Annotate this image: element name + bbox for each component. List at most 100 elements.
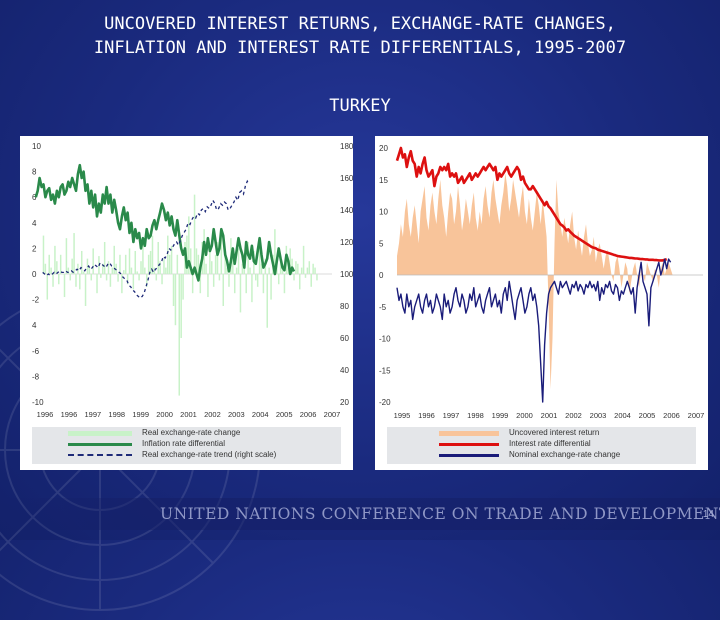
real-exchange-rate-bar xyxy=(224,250,226,274)
real-exchange-rate-bar xyxy=(258,248,261,274)
real-exchange-rate-bar xyxy=(289,248,291,274)
y-left-tick-label: 10 xyxy=(32,142,41,151)
y-right-tick-label: 40 xyxy=(340,366,349,375)
real-exchange-rate-bar xyxy=(270,274,272,300)
y-left-tick-label: 8 xyxy=(32,168,37,177)
real-exchange-rate-bar xyxy=(235,267,238,274)
real-exchange-rate-bar xyxy=(63,274,66,298)
real-exchange-rate-bar xyxy=(134,250,137,274)
real-exchange-rate-bar xyxy=(241,263,244,274)
real-exchange-rate-bar xyxy=(147,254,150,274)
real-exchange-rate-bar xyxy=(174,274,177,326)
x-tick-label: 1996 xyxy=(61,410,78,419)
real-exchange-rate-bar xyxy=(266,274,268,328)
real-exchange-rate-bar xyxy=(69,274,71,281)
real-exchange-rate-bar xyxy=(132,274,135,290)
real-exchange-rate-bar xyxy=(128,248,131,274)
y-left-tick-label: 4 xyxy=(32,321,37,330)
real-exchange-rate-bar xyxy=(228,274,230,287)
real-exchange-rate-bar xyxy=(50,267,52,274)
real-exchange-rate-bar xyxy=(308,261,311,274)
legend-label: Real exchange-rate change xyxy=(142,428,241,437)
real-exchange-rate-bar xyxy=(218,274,221,281)
legend-swatch-nominal xyxy=(439,454,499,457)
y-tick-label: 10 xyxy=(379,208,388,217)
y-right-tick-label: 80 xyxy=(340,302,349,311)
real-exchange-rate-bar xyxy=(42,235,45,274)
slide-subtitle: TURKEY xyxy=(329,96,391,116)
real-exchange-rate-bar xyxy=(58,274,60,285)
real-exchange-rate-bar xyxy=(297,263,299,274)
real-exchange-rate-bar xyxy=(255,274,257,281)
real-exchange-rate-bar xyxy=(140,261,142,274)
slide-title-line-1: UNCOVERED INTEREST RETURNS, EXCHANGE-RAT… xyxy=(104,14,616,34)
legend-label: Inflation rate differential xyxy=(142,439,226,448)
x-tick-label: 1999 xyxy=(132,410,149,419)
real-exchange-rate-bar xyxy=(195,248,198,274)
x-tick-label: 1996 xyxy=(37,410,54,419)
y-right-tick-label: 180 xyxy=(340,142,353,151)
x-tick-label: 2004 xyxy=(252,410,269,419)
real-exchange-rate-bar xyxy=(163,258,165,274)
real-exchange-rate-bar xyxy=(251,274,253,303)
real-exchange-rate-bar xyxy=(155,274,158,281)
x-tick-label: 2007 xyxy=(324,410,341,419)
y-tick-label: 20 xyxy=(379,144,388,153)
x-tick-label: 1997 xyxy=(443,411,460,420)
real-exchange-rate-bar xyxy=(84,274,87,306)
y-tick-label: -5 xyxy=(379,303,387,312)
x-tick-label: 1999 xyxy=(492,411,509,420)
page-number: 14 xyxy=(702,509,714,520)
real-exchange-rate-trend-line xyxy=(42,179,250,299)
real-exchange-rate-bar xyxy=(283,274,286,294)
x-tick-label: 2001 xyxy=(180,410,197,419)
real-exchange-rate-bar xyxy=(314,267,316,274)
real-exchange-rate-bar xyxy=(293,274,295,281)
x-tick-label: 1996 xyxy=(418,411,435,420)
real-exchange-rate-bar xyxy=(144,267,146,274)
real-exchange-rate-bar xyxy=(176,254,179,274)
y-left-tick-label: -6 xyxy=(32,347,40,356)
y-right-tick-label: 160 xyxy=(340,174,353,183)
real-exchange-rate-bar xyxy=(157,242,159,274)
real-exchange-rate-bar xyxy=(79,274,81,290)
real-exchange-rate-bar xyxy=(61,274,64,275)
real-exchange-rate-bar xyxy=(138,274,140,281)
y-right-tick-label: 20 xyxy=(340,398,349,407)
real-exchange-rate-bar xyxy=(310,274,312,287)
x-tick-label: 2007 xyxy=(688,411,705,420)
real-exchange-rate-bar xyxy=(111,267,114,274)
real-exchange-rate-bar xyxy=(92,248,94,274)
y-right-tick-label: 140 xyxy=(340,206,353,215)
real-exchange-rate-bar xyxy=(142,242,144,274)
real-exchange-rate-bar xyxy=(153,267,156,274)
real-exchange-rate-bar xyxy=(199,274,202,294)
y-tick-label: 15 xyxy=(379,176,388,185)
real-exchange-rate-bar xyxy=(73,233,75,274)
real-exchange-rate-bar xyxy=(117,274,119,282)
real-exchange-rate-bar xyxy=(54,245,56,274)
real-exchange-rate-bar xyxy=(256,274,259,287)
real-exchange-rate-bar xyxy=(165,267,167,274)
real-exchange-rate-bar xyxy=(96,274,98,294)
real-exchange-rate-bar xyxy=(245,274,247,294)
legend-label: Nominal exchange-rate change xyxy=(509,450,621,459)
real-exchange-rate-bar xyxy=(277,274,280,285)
real-exchange-rate-bar xyxy=(193,194,196,274)
left-chart-panel: 10 8 6 4 2 0 -2 4 -6 -8 -10 180 160 140 120 100 80 60 40 20… xyxy=(20,136,353,470)
real-exchange-rate-bar xyxy=(56,261,58,274)
real-exchange-rate-bar xyxy=(220,233,223,274)
real-exchange-rate-bar xyxy=(191,274,194,294)
y-left-tick-label: -8 xyxy=(32,372,40,381)
real-exchange-rate-bar xyxy=(299,274,301,290)
real-exchange-rate-bar xyxy=(168,254,171,274)
real-exchange-rate-bar xyxy=(302,245,305,274)
legend-swatch-interest xyxy=(439,443,499,446)
legend-swatch-inflation xyxy=(68,443,132,446)
real-exchange-rate-bar xyxy=(94,274,96,275)
real-exchange-rate-bar xyxy=(216,242,219,274)
x-tick-label: 2005 xyxy=(639,411,656,420)
real-exchange-rate-bar xyxy=(48,254,50,274)
real-exchange-rate-bar xyxy=(102,263,104,274)
